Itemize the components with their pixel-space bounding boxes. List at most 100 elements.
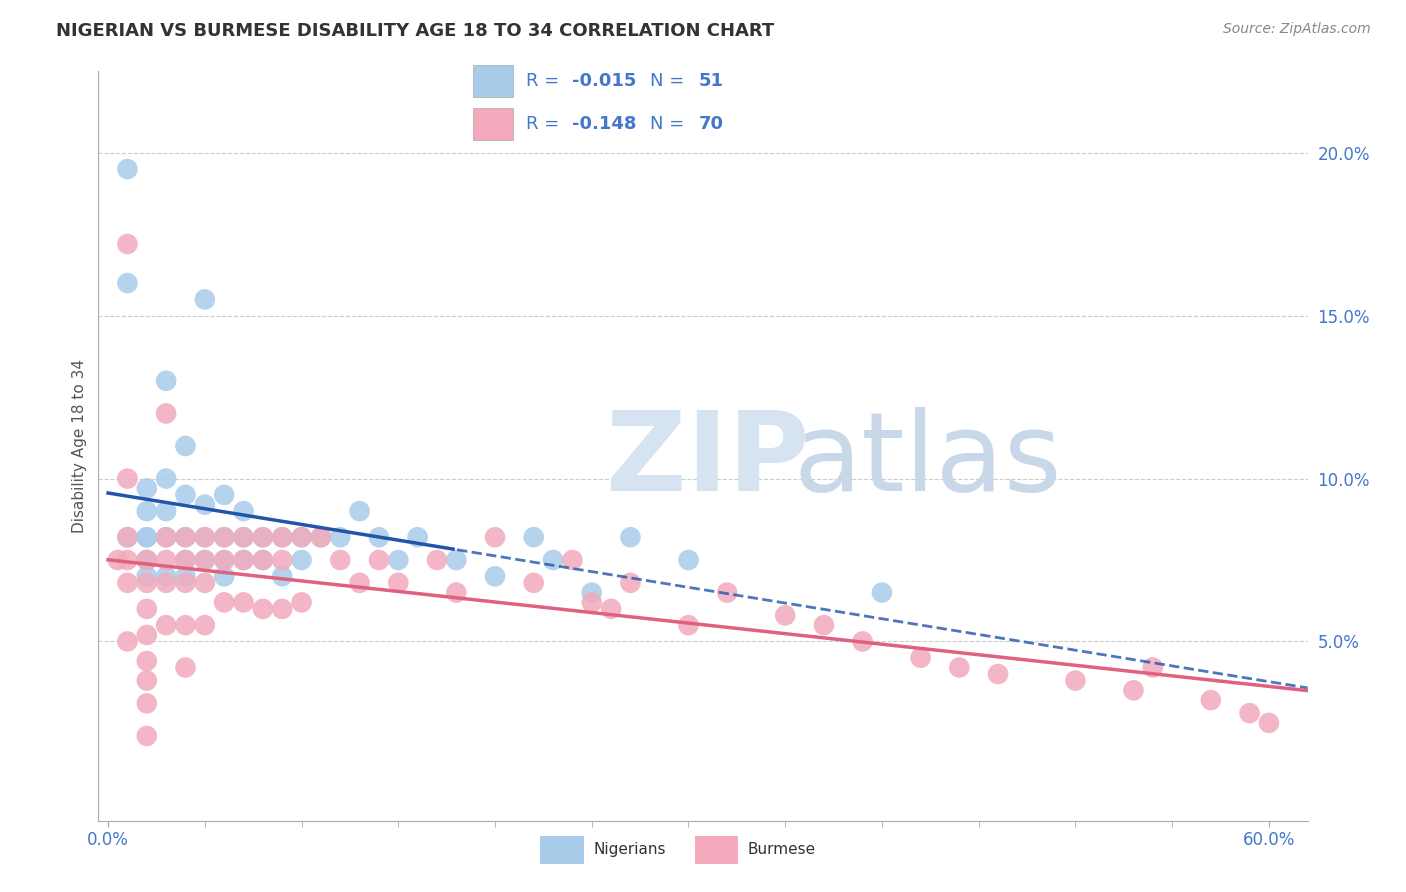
Point xyxy=(155,504,177,518)
Point xyxy=(194,618,217,632)
Point xyxy=(174,569,197,583)
Point xyxy=(135,654,157,668)
Point xyxy=(117,162,139,177)
Point xyxy=(194,293,217,307)
Point xyxy=(1239,706,1261,720)
Point xyxy=(271,553,294,567)
Point xyxy=(135,569,157,583)
Point xyxy=(194,530,217,544)
Point xyxy=(135,481,157,495)
Text: Burmese: Burmese xyxy=(748,842,815,857)
Point xyxy=(135,504,157,518)
Point xyxy=(232,553,254,567)
Point xyxy=(212,530,235,544)
Point xyxy=(349,504,371,518)
Point xyxy=(194,553,217,567)
Point xyxy=(368,530,391,544)
Point xyxy=(155,569,177,583)
Point xyxy=(716,585,738,599)
Point xyxy=(232,530,254,544)
Point xyxy=(252,553,274,567)
Text: atlas: atlas xyxy=(793,408,1062,515)
Point xyxy=(290,595,312,609)
Point xyxy=(271,530,294,544)
Text: Nigerians: Nigerians xyxy=(593,842,665,857)
Point xyxy=(174,660,197,674)
Point xyxy=(406,530,429,544)
Point xyxy=(174,439,197,453)
Point xyxy=(155,575,177,590)
Text: R =: R = xyxy=(526,72,565,90)
Point xyxy=(135,602,157,616)
Point xyxy=(252,602,274,616)
Point xyxy=(678,553,700,567)
Point xyxy=(232,530,254,544)
Text: ZIP: ZIP xyxy=(606,408,810,515)
Point xyxy=(135,553,157,567)
Point xyxy=(135,575,157,590)
Point xyxy=(155,553,177,567)
Point xyxy=(948,660,970,674)
Point xyxy=(212,530,235,544)
Point xyxy=(232,504,254,518)
Point xyxy=(910,650,932,665)
Point xyxy=(135,729,157,743)
Point xyxy=(309,530,332,544)
Point xyxy=(1142,660,1164,674)
Point xyxy=(117,276,139,290)
Point xyxy=(174,553,197,567)
Point xyxy=(155,530,177,544)
Text: NIGERIAN VS BURMESE DISABILITY AGE 18 TO 34 CORRELATION CHART: NIGERIAN VS BURMESE DISABILITY AGE 18 TO… xyxy=(56,22,775,40)
Point xyxy=(541,553,564,567)
Point xyxy=(870,585,893,599)
FancyBboxPatch shape xyxy=(474,108,513,140)
Point xyxy=(581,585,603,599)
Point xyxy=(194,530,217,544)
Point xyxy=(523,575,546,590)
Point xyxy=(135,553,157,567)
Text: -0.148: -0.148 xyxy=(572,115,637,133)
Point xyxy=(135,628,157,642)
Point xyxy=(212,488,235,502)
Point xyxy=(232,553,254,567)
Point xyxy=(212,553,235,567)
Point xyxy=(1064,673,1087,688)
Point xyxy=(678,618,700,632)
Point xyxy=(271,530,294,544)
Text: N =: N = xyxy=(650,72,689,90)
Point xyxy=(329,530,352,544)
Text: Source: ZipAtlas.com: Source: ZipAtlas.com xyxy=(1223,22,1371,37)
Point xyxy=(174,575,197,590)
Point xyxy=(155,472,177,486)
Point xyxy=(194,575,217,590)
Point xyxy=(252,530,274,544)
Text: -0.015: -0.015 xyxy=(572,72,637,90)
Point xyxy=(368,553,391,567)
Point xyxy=(1199,693,1222,707)
Point xyxy=(117,553,139,567)
Point xyxy=(561,553,583,567)
Point xyxy=(271,602,294,616)
Point xyxy=(174,618,197,632)
Point xyxy=(155,618,177,632)
Point xyxy=(484,569,506,583)
FancyBboxPatch shape xyxy=(474,65,513,97)
Point xyxy=(987,667,1010,681)
Point xyxy=(523,530,546,544)
Point xyxy=(155,374,177,388)
Point xyxy=(387,553,409,567)
Point xyxy=(1122,683,1144,698)
Text: 51: 51 xyxy=(699,72,724,90)
Point xyxy=(212,553,235,567)
Point xyxy=(252,530,274,544)
Point xyxy=(155,406,177,420)
Point xyxy=(135,553,157,567)
Point xyxy=(212,569,235,583)
Point xyxy=(174,553,197,567)
Point xyxy=(1257,715,1279,730)
Point xyxy=(290,530,312,544)
Text: 70: 70 xyxy=(699,115,724,133)
FancyBboxPatch shape xyxy=(540,836,583,863)
Point xyxy=(117,530,139,544)
Point xyxy=(446,553,468,567)
